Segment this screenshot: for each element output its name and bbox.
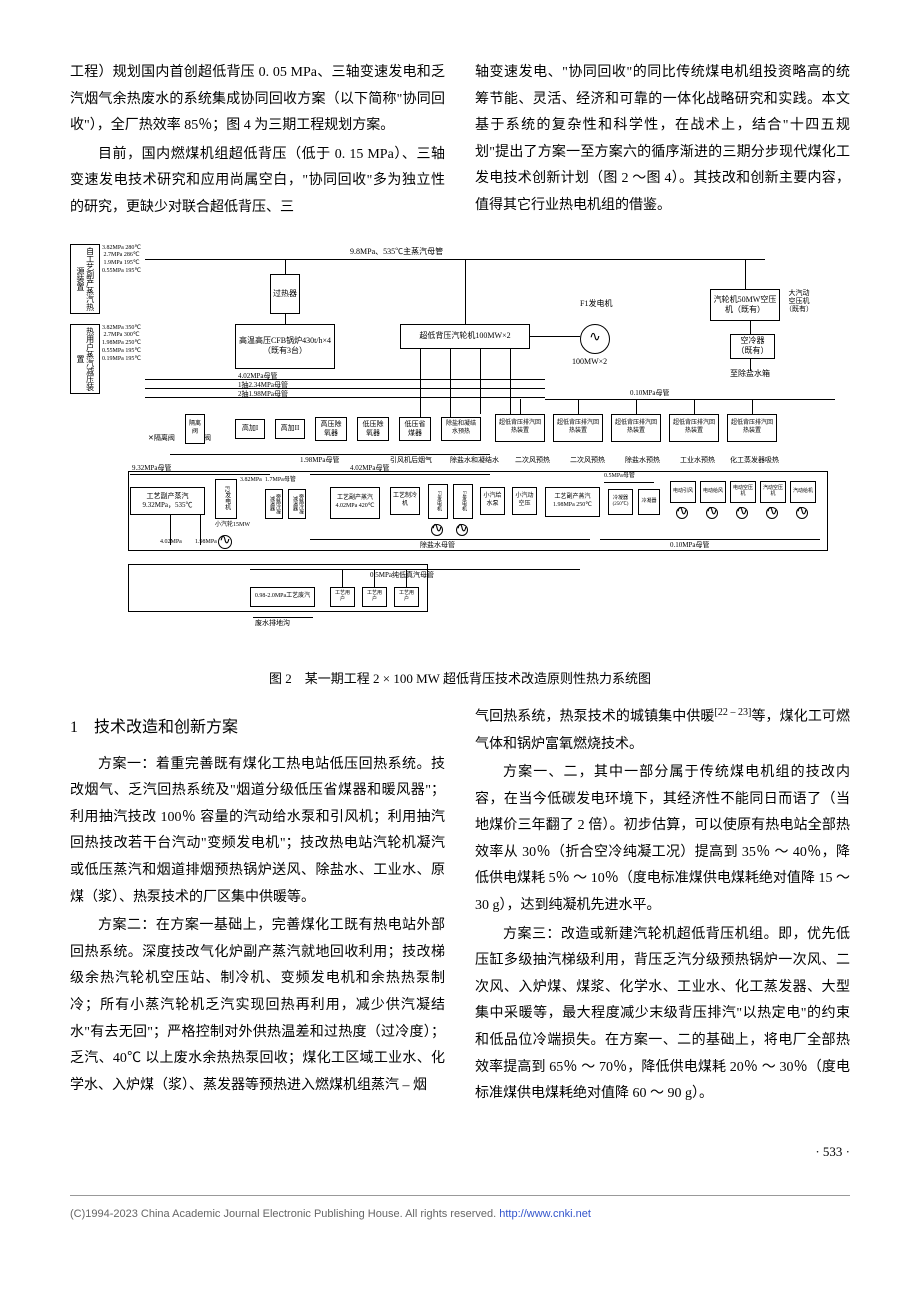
f2-gen-sym [218, 535, 232, 549]
figure-2: 自工艺副产蒸汽热源装置 热用户蒸汽减压装置 3.82MPa 280℃ 2.7MP… [70, 239, 850, 692]
ac-2: 汽动空压机 [760, 481, 786, 503]
page-footer: (C)1994-2023 China Academic Journal Elec… [70, 1195, 850, 1225]
scheme-1-2-analysis: 方案一、二，其中一部分属于传统煤电机组的技改内容，在当今低碳发电环境下，其经济性… [475, 760, 850, 920]
recov-1: 超低背压排汽回热装置 [495, 414, 545, 442]
chem-evap: 化工蒸发器吸热 [730, 456, 779, 464]
scheme-3: 方案三：改造或新建汽轮机超低背压机组。即，优先低压缸多级抽汽梯级利用，背压乏汽分… [475, 922, 850, 1108]
pipe-402b-label: 4.02MPa母管 [350, 464, 389, 472]
right-cont-p1: 气回热系统，热泵技术的城镇集中供暖[22 – 23]等，煤化工可燃气体和锅炉富氧… [475, 703, 850, 758]
process-steam-box: 工艺副产蒸汽9.32MPa，535℃ [130, 487, 205, 515]
recov-3: 超低背压排汽回热装置 [611, 414, 661, 442]
pipe-05b-label: 0.5MPa纯低真汽母管 [370, 571, 434, 579]
sec-preheat-2: 二次风预热 [570, 456, 605, 464]
recov-5: 超低背压排汽回热装置 [727, 414, 777, 442]
aircooler-box: 空冷器（既有） [730, 334, 775, 359]
compressor-box: 汽轮机50MW空压机（既有） [710, 289, 780, 321]
top-left-column: 工程）规划国内首创超低背压 0. 05 MPa、三轴变速发电和乏汽烟气余热废水的… [70, 60, 445, 224]
desalt-preheat: 除盐和凝结水预热 [441, 417, 481, 441]
top-right-column: 轴变速发电、"协同回收"的同比传统煤电机组投资略高的统筹节能、灵活、经济和可靠的… [475, 60, 850, 224]
citation-22-23: [22 – 23] [715, 707, 752, 718]
superheater-box: 过热器 [270, 274, 300, 314]
top-left-p2: 目前，国内燃煤机组超低背压（低于 0. 15 MPa）、三轴变速发电技术研究和应… [70, 142, 445, 222]
refrig-box: 工艺制冷机 [390, 487, 420, 515]
f3-gen: F3发电机 [428, 484, 448, 519]
iso-valve-1: ✕隔离阀 [148, 434, 175, 442]
cooler-2: 冷凝器 [638, 489, 660, 515]
page-number: · 533 · [70, 1140, 850, 1165]
air-fan-1: 电动引风 [670, 481, 696, 503]
lp-economizer: 低压省煤器 [399, 417, 431, 441]
pipe-382: 3.82MPa [240, 477, 262, 484]
gen-rating: 100MW×2 [572, 357, 607, 367]
cooler-1: 冷凝器(250℃) [608, 489, 633, 515]
side-box-1: 自工艺副产蒸汽热源装置 [70, 244, 100, 314]
section-1-title: 1 技术改造和创新方案 [70, 713, 445, 743]
f2-gen: F2发电机 [215, 479, 237, 519]
pipe-198b-label: 1.98MPa母管 [300, 456, 339, 464]
thermal-system-diagram: 自工艺副产蒸汽热源装置 热用户蒸汽减压装置 3.82MPa 280℃ 2.7MP… [70, 239, 850, 659]
ind-water-preheat: 工业水预热 [680, 456, 715, 464]
top-left-p1: 工程）规划国内首创超低背压 0. 05 MPa、三轴变速发电和乏汽烟气余热废水的… [70, 60, 445, 140]
pipe-170: 1.7MPa母管 [265, 477, 296, 484]
water-preheat: 除盐水预热 [625, 456, 660, 464]
f4-gen: F4发电机 [453, 484, 473, 519]
scheme-1: 方案一：着重完善既有煤化工热电站低压回热系统。技改烟气、乏汽回热系统及"烟道分级… [70, 752, 445, 912]
footer-copyright: (C)1994-2023 China Academic Journal Elec… [70, 1208, 499, 1220]
bypass-1: 旁路冷凝减温器 [265, 489, 283, 519]
side-params-2: 3.82MPa 350℃ 2.7MPa 300℃ 1.98MPa 250℃ 0.… [102, 325, 141, 364]
small-fw-pump: 小汽给水泵 [480, 487, 505, 515]
waste-water-label: 废水排地沟 [255, 619, 290, 627]
hp-deaerator: 高压除氧器 [315, 417, 347, 441]
section-1-block: 1 技术改造和创新方案 方案一：着重完善既有煤化工热电站低压回热系统。技改烟气、… [70, 703, 850, 1110]
proc-use-1: 工艺用户 [330, 587, 355, 607]
f1-gen-label: F1发电机 [580, 299, 612, 309]
top-text-block: 工程）规划国内首创超低背压 0. 05 MPa、三轴变速发电和乏汽烟气余热废水的… [70, 60, 850, 224]
small-turb-label: 小汽轮15MW [215, 522, 250, 529]
main-steam-line [145, 259, 765, 260]
f3-sym [431, 524, 443, 536]
hp-heater-2: 高加II [275, 419, 305, 439]
footer-link[interactable]: http://www.cnki.net [499, 1208, 591, 1220]
compressor-note: 大汽动空压机（既有） [785, 289, 813, 314]
bypass-2: 旁路冷凝减温器 [288, 489, 306, 519]
pipe-010-label: 0.10MPa母管 [630, 389, 669, 397]
small-ac: 小汽动空压 [512, 487, 537, 515]
desalt-cond-label: 除盐水和凝结水 [450, 456, 499, 464]
figure-2-caption: 图 2 某一期工程 2 × 100 MW 超低背压技术改造原则性热力系统图 [70, 667, 850, 692]
lp-deaerator: 低压除氧器 [357, 417, 389, 441]
pd-1: 汽动给机 [790, 481, 816, 503]
pipe-05-label: 0.5MPa母管 [604, 473, 635, 480]
boiler-box: 高温高压CFB锅炉430t/h×4（既有3台） [235, 324, 335, 369]
pipe-198c: 1.98MPa [195, 539, 217, 546]
process-steam-2: 工艺副产蒸汽4.02MPa 420℃ [330, 487, 380, 519]
air-fan-2: 电动给风 [700, 481, 726, 503]
pipe-010b-label: 0.10MPa母管 [670, 541, 709, 549]
main-steam-label: 9.8MPa、535℃主蒸汽母管 [350, 247, 443, 257]
section-1-right: 气回热系统，热泵技术的城镇集中供暖[22 – 23]等，煤化工可燃气体和锅炉富氧… [475, 703, 850, 1110]
side-box-2: 热用户蒸汽减压装置 [70, 324, 100, 394]
side-params-1: 3.82MPa 280℃ 2.7MPa 286℃ 1.9MPa 195℃ 0.5… [102, 245, 141, 276]
generator-symbol [580, 324, 610, 354]
top-right-p1: 轴变速发电、"协同回收"的同比传统煤电机组投资略高的统筹节能、灵活、经济和可靠的… [475, 60, 850, 220]
f4-sym [456, 524, 468, 536]
proc-use-3: 工艺用户 [394, 587, 419, 607]
pipe-932-label: 9.32MPa母管 [132, 464, 171, 472]
recov-4: 超低背压排汽回热装置 [669, 414, 719, 442]
sec-preheat-1: 二次风预热 [515, 456, 550, 464]
fan-after-label: 引风机后烟气 [390, 456, 432, 464]
proc-use-2: 工艺用户 [362, 587, 387, 607]
process-steam-3: 工艺副产蒸汽1.98MPa 250℃ [545, 487, 600, 517]
iso-valve-box: 隔离阀 [185, 414, 205, 444]
section-1-left: 1 技术改造和创新方案 方案一：着重完善既有煤化工热电站低压回热系统。技改烟气、… [70, 703, 445, 1110]
recov-2: 超低背压排汽回热装置 [553, 414, 603, 442]
pipe-010-line [545, 399, 835, 400]
hp-heater-1: 高加I [235, 419, 265, 439]
ac-1: 电动空压机 [730, 481, 756, 503]
scheme-2: 方案二：在方案一基础上，完善煤化工既有热电站外部回热系统。深度技改气化炉副产蒸汽… [70, 913, 445, 1099]
turbine-box: 超低背压汽轮机100MW×2 [400, 324, 530, 349]
desalt-pipe-label: 除盐水母管 [420, 541, 455, 549]
process-waste: 0.98-2.0MPa工艺废汽 [250, 587, 315, 607]
